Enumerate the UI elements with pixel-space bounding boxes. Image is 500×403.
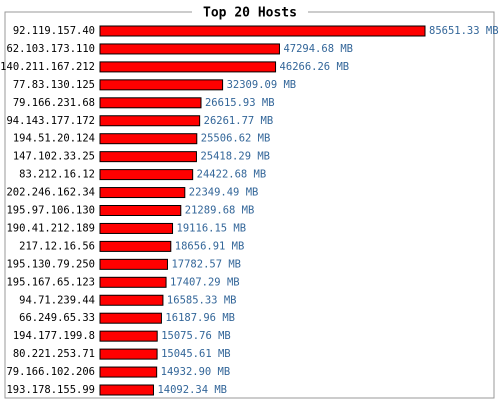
host-label: 79.166.102.206 [6, 366, 95, 378]
host-label: 194.177.199.8 [13, 330, 95, 342]
host-label: 83.212.16.12 [19, 169, 95, 181]
host-label: 147.102.33.25 [13, 151, 95, 163]
host-label: 140.211.167.212 [0, 61, 95, 73]
value-label: 46266.26 MB [280, 61, 350, 73]
host-label: 77.83.130.125 [13, 79, 95, 91]
host-label: 62.103.173.110 [6, 43, 95, 55]
value-label: 85651.33 MB [429, 25, 499, 37]
host-label: 94.71.239.44 [19, 294, 95, 306]
host-label: 66.249.65.33 [19, 312, 95, 324]
host-label: 190.41.212.189 [6, 222, 95, 234]
host-label: 193.178.155.99 [6, 384, 95, 396]
bar [99, 348, 158, 360]
host-label: 79.166.231.68 [13, 97, 95, 109]
value-label: 17407.29 MB [170, 276, 240, 288]
value-label: 25506.62 MB [201, 133, 271, 145]
bar [99, 258, 168, 270]
host-label: 195.167.65.123 [6, 276, 95, 288]
host-label: 195.130.79.250 [6, 258, 95, 270]
bar [99, 187, 186, 199]
bar [99, 366, 158, 378]
value-label: 16585.33 MB [167, 294, 237, 306]
bar [99, 43, 280, 55]
value-label: 25418.29 MB [200, 151, 270, 163]
bar [99, 330, 158, 342]
bar [99, 222, 174, 234]
value-label: 15075.76 MB [161, 330, 231, 342]
bar [99, 294, 164, 306]
bar [99, 115, 201, 127]
value-label: 15045.61 MB [161, 348, 231, 360]
bar [99, 79, 224, 91]
title-backdrop [192, 4, 308, 20]
bar [99, 169, 194, 181]
host-label: 194.51.20.124 [13, 133, 95, 145]
host-label: 217.12.16.56 [19, 240, 95, 252]
value-label: 21289.68 MB [185, 205, 255, 217]
bar [99, 205, 182, 216]
bar [99, 384, 154, 396]
host-label: 80.221.253.71 [13, 348, 95, 360]
value-label: 14932.90 MB [161, 366, 231, 378]
bar [99, 97, 202, 109]
value-label: 32309.09 MB [227, 79, 297, 91]
value-label: 19116.15 MB [177, 222, 247, 234]
value-label: 24422.68 MB [197, 169, 267, 181]
bar [99, 25, 426, 37]
value-label: 18656.91 MB [175, 240, 245, 252]
chart-title: Top 20 Hosts [203, 6, 297, 21]
host-label: 195.97.106.130 [6, 205, 95, 217]
bar [99, 276, 167, 288]
value-label: 22349.49 MB [189, 187, 259, 199]
value-label: 26261.77 MB [204, 115, 274, 127]
host-label: 92.119.157.40 [13, 25, 95, 37]
value-label: 47294.68 MB [283, 43, 353, 55]
host-label: 94.143.177.172 [6, 115, 95, 127]
value-label: 14092.34 MB [157, 384, 227, 396]
host-label: 202.246.162.34 [6, 187, 95, 199]
bar [99, 61, 277, 73]
value-label: 17782.57 MB [171, 258, 241, 270]
bar [99, 312, 162, 324]
value-label: 26615.93 MB [205, 97, 275, 109]
bar [99, 240, 172, 252]
bar [99, 151, 197, 163]
value-label: 16187.96 MB [165, 312, 235, 324]
bar [99, 133, 198, 145]
